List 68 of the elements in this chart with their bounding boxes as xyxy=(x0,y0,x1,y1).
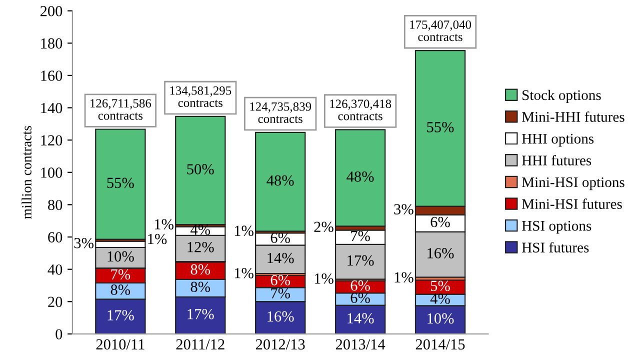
annotation: 12% xyxy=(188,242,214,252)
annotation: 4% xyxy=(190,224,210,235)
annotation: 6% xyxy=(350,292,370,304)
annotation: 17% xyxy=(188,308,214,320)
annotation: 3% xyxy=(74,238,94,248)
annotation: 4% xyxy=(430,294,450,304)
y-tick-label: 160 xyxy=(41,70,62,81)
y-tick-label: 100 xyxy=(41,168,62,178)
x-tick-label: 2014/15 xyxy=(416,339,465,350)
y-tick-label: 40 xyxy=(48,264,62,275)
legend-label: Mini-HHI futures xyxy=(522,111,624,122)
annotation: 126,370,418 contracts xyxy=(330,100,392,120)
annotation: 17% xyxy=(108,310,134,320)
annotation: 16% xyxy=(428,248,454,258)
y-axis-title: million contracts xyxy=(22,126,32,219)
annotation: 48% xyxy=(346,171,374,182)
annotation: 3% xyxy=(394,204,414,214)
annotation: 10% xyxy=(108,251,134,262)
legend-label: HHI options xyxy=(522,134,594,147)
x-tick-label: 2011/12 xyxy=(176,339,224,350)
annotation: 126,711,586 contracts xyxy=(90,99,152,120)
annotation: 1% xyxy=(154,219,174,230)
y-tick-label: 120 xyxy=(41,135,62,146)
y-tick-label: 20 xyxy=(48,296,62,308)
annotation: 7% xyxy=(111,269,130,280)
annotation: 175,407,040 contracts xyxy=(410,20,472,42)
annotation: 6% xyxy=(270,232,290,244)
legend-label: HSI options xyxy=(522,220,592,234)
annotation: 8% xyxy=(190,264,210,275)
annotation: 5% xyxy=(430,280,450,292)
annotation: 1% xyxy=(234,268,254,278)
annotation: 55% xyxy=(427,122,454,132)
legend-label: Mini-HSI futures xyxy=(522,198,622,209)
legend-label: HHI futures xyxy=(522,154,592,166)
annotation: 1% xyxy=(394,272,414,283)
annotation: 17% xyxy=(348,255,374,266)
annotation: 7% xyxy=(271,288,290,298)
legend-label: HSI futures xyxy=(522,242,589,252)
y-tick-label: 200 xyxy=(40,6,62,16)
annotation: 8% xyxy=(110,284,130,295)
annotation: 2% xyxy=(314,222,334,232)
annotation: 1% xyxy=(234,226,254,236)
annotation: 14% xyxy=(268,252,294,264)
annotation: 7% xyxy=(351,230,370,242)
y-tick-label: 180 xyxy=(41,38,62,49)
y-tick-label: 140 xyxy=(41,102,62,114)
annotation: 6% xyxy=(350,280,370,291)
legend-label: Mini-HSI options xyxy=(522,177,624,190)
annotation: 124,735,839 contracts xyxy=(250,102,312,123)
x-tick-label: 2010/11 xyxy=(96,339,144,350)
legend-label: Stock options xyxy=(522,90,601,104)
annotation: 48% xyxy=(266,175,294,186)
x-tick-label: 2012/13 xyxy=(256,339,305,350)
annotation: 6% xyxy=(270,275,290,286)
annotation: 8% xyxy=(190,282,210,292)
x-tick-label: 2013/14 xyxy=(336,339,386,350)
annotation: 6% xyxy=(430,216,450,228)
y-tick-label: 0 xyxy=(56,329,62,340)
annotation: 1% xyxy=(148,234,167,244)
y-tick-label: 60 xyxy=(48,232,62,242)
annotation: 50% xyxy=(187,164,214,174)
annotation: 55% xyxy=(107,178,134,188)
annotation: 16% xyxy=(268,311,294,322)
annotation: 10% xyxy=(428,313,454,324)
annotation: 1% xyxy=(314,273,334,284)
y-tick-label: 80 xyxy=(48,200,62,210)
annotation: 134,581,295 contracts xyxy=(170,86,232,107)
annotation: 14% xyxy=(348,313,374,324)
